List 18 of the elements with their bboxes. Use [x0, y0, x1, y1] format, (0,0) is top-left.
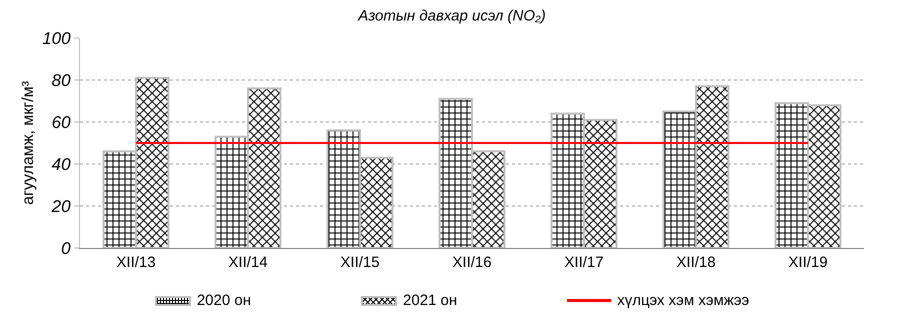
- legend-label: 2021 он: [403, 292, 458, 309]
- y-tick-label: 40: [52, 154, 72, 174]
- chart-title: Азотын давхар исэл (NO₂): [357, 7, 546, 24]
- x-tick-label: XII/14: [228, 254, 268, 271]
- y-tick-label: 20: [50, 196, 72, 216]
- x-tick-label: XII/13: [116, 254, 156, 271]
- x-tick-label: XII/15: [340, 254, 380, 271]
- y-tick-label: 0: [61, 238, 72, 258]
- y-tick-label: 100: [42, 28, 72, 48]
- y-tick-label: 80: [52, 70, 72, 90]
- legend-label: 2020 он: [196, 292, 252, 309]
- x-tick-label: XII/18: [676, 254, 716, 271]
- legend-label: хүлцэх хэм хэмжээ: [617, 292, 750, 309]
- y-tick-label: 60: [52, 112, 72, 132]
- x-tick-label: XII/17: [564, 254, 604, 271]
- y-axis-title: агууламж, мкг/м³: [20, 80, 38, 205]
- x-tick-label: XII/16: [452, 254, 492, 271]
- x-tick-label: XII/19: [788, 254, 828, 271]
